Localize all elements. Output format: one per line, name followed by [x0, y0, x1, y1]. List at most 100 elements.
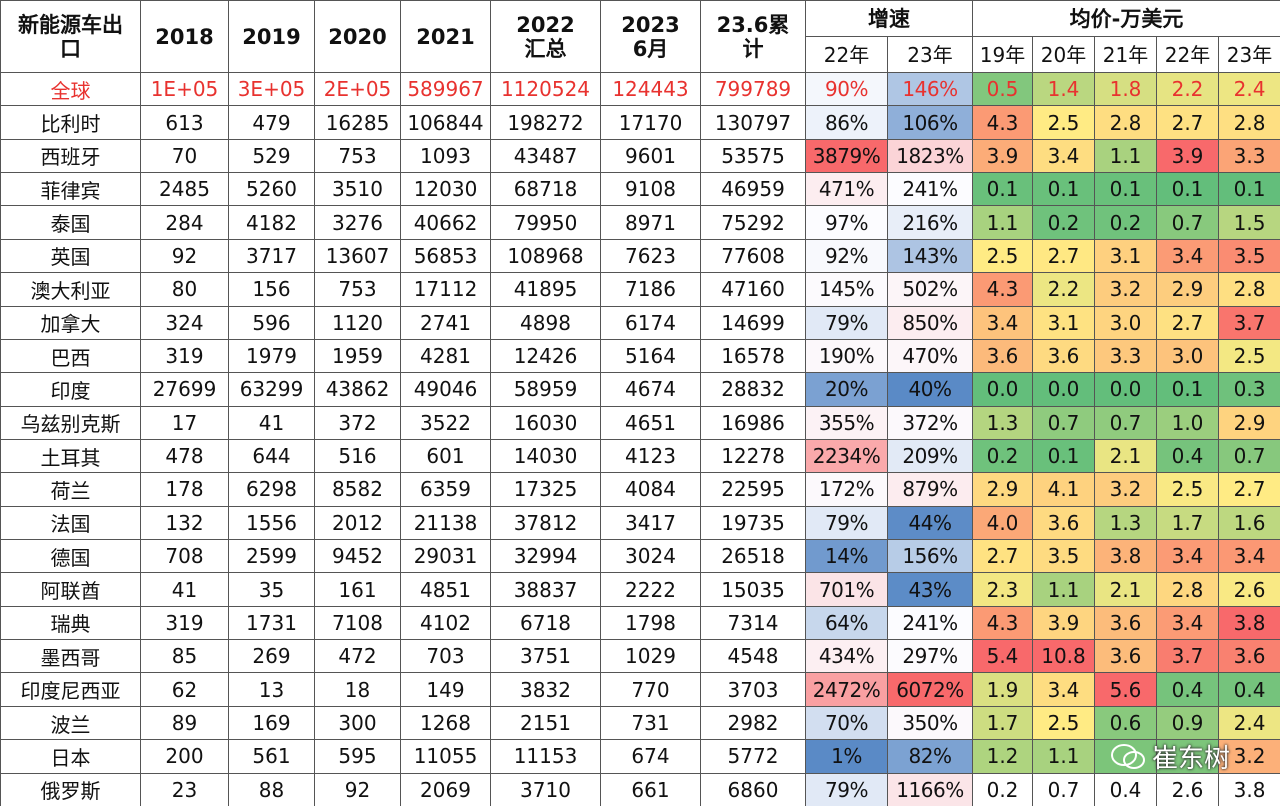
value-cell: 3703 — [700, 672, 806, 707]
subheader-cell: 23年 — [887, 36, 973, 73]
value-cell: 0.9 — [1156, 705, 1219, 741]
value-cell: 3879% — [805, 138, 888, 174]
value-cell: 1.1 — [1032, 739, 1095, 774]
value-cell: 4123 — [600, 438, 701, 474]
country-cell: 全球 — [0, 71, 141, 107]
wechat-icon — [1111, 743, 1145, 769]
value-cell: 1.7 — [972, 705, 1033, 741]
value-cell: 89 — [140, 705, 229, 741]
value-cell: 350% — [887, 705, 973, 741]
header-cell: 2019 — [228, 0, 315, 73]
value-cell: 2982 — [700, 705, 806, 741]
value-cell: 502% — [887, 272, 973, 307]
value-cell: 1.1 — [1094, 138, 1157, 174]
data-row: 英国 92 3717 13607 56853 108968 7623 77608 92% 143%… — [0, 238, 1280, 274]
subheader-cell: 20年 — [1032, 36, 1095, 73]
header-row: 22年 23年 19年 20年 21年 22年 23年 — [1, 36, 1280, 73]
value-cell: 2.8 — [1217, 272, 1280, 307]
country-cell: 印度 — [0, 372, 141, 407]
value-cell: 0.0 — [1094, 372, 1157, 407]
value-cell: 1959 — [314, 338, 401, 374]
value-cell: 209% — [887, 438, 973, 474]
value-cell: 3.0 — [1156, 338, 1219, 374]
value-cell: 0.4 — [1094, 772, 1157, 806]
header-text: 2022 汇总 — [516, 12, 575, 61]
value-cell: 106% — [887, 105, 973, 140]
value-cell: 1% — [805, 739, 888, 774]
value-cell: 3.8 — [1217, 772, 1280, 806]
value-cell: 6860 — [700, 772, 806, 806]
value-cell: 2.8 — [1217, 105, 1280, 140]
value-cell: 5260 — [228, 172, 315, 207]
value-cell: 169 — [228, 705, 315, 741]
header-cell: 23.6累计 — [700, 0, 806, 73]
country-cell: 加拿大 — [0, 305, 141, 340]
value-cell: 6174 — [600, 305, 701, 340]
value-cell: 3.8 — [1094, 539, 1157, 574]
header-text: 2021 — [416, 24, 475, 49]
value-cell: 3.6 — [1094, 605, 1157, 641]
header-text: 23.6累计 — [716, 12, 790, 61]
value-cell: 6072% — [887, 672, 973, 707]
value-cell: 479 — [228, 105, 315, 140]
data-row: 俄罗斯 23 88 92 2069 3710 661 6860 79% 1166% 0.2 0.7 0.… — [0, 772, 1280, 806]
country-cell: 比利时 — [0, 105, 141, 140]
value-cell: 85 — [140, 639, 229, 674]
value-cell: 6718 — [490, 605, 601, 641]
value-cell: 3276 — [314, 205, 401, 240]
value-cell: 23 — [140, 772, 229, 806]
value-cell: 13 — [228, 672, 315, 707]
value-cell: 3.2 — [1094, 272, 1157, 307]
data-row: 法国 132 1556 2012 21138 37812 3417 19735 79% 44% 4.… — [0, 505, 1280, 541]
value-cell: 27699 — [140, 372, 229, 407]
country-cell: 泰国 — [0, 205, 141, 240]
value-cell: 1E+05 — [140, 71, 229, 107]
value-cell: 11055 — [400, 739, 491, 774]
value-cell: 529 — [228, 138, 315, 174]
value-cell: 43% — [887, 572, 973, 607]
value-cell: 146% — [887, 71, 973, 107]
data-row: 瑞典 319 1731 7108 4102 6718 1798 7314 64% 241% 4.3 3… — [0, 605, 1280, 641]
value-cell: 1120 — [314, 305, 401, 340]
data-row: 西班牙 70 529 753 1093 43487 9601 53575 3879% 1823% 3… — [0, 138, 1280, 174]
value-cell: 3522 — [400, 405, 491, 440]
value-cell: 1.0 — [1156, 405, 1219, 440]
value-cell: 90% — [805, 71, 888, 107]
header-text: 2019 — [242, 24, 301, 49]
watermark-text: 崔东树 — [1152, 744, 1231, 774]
value-cell: 92 — [314, 772, 401, 806]
value-cell: 106844 — [400, 105, 491, 140]
value-cell: 3.3 — [1217, 138, 1280, 174]
value-cell: 172% — [805, 472, 888, 507]
header-cell: 增速 — [805, 0, 973, 37]
header-cell: 2023 6月 — [600, 0, 701, 73]
value-cell: 5772 — [700, 739, 806, 774]
value-cell: 190% — [805, 338, 888, 374]
value-cell: 7186 — [600, 272, 701, 307]
value-cell: 2151 — [490, 705, 601, 741]
value-cell: 17 — [140, 405, 229, 440]
data-row: 德国 708 2599 9452 29031 32994 3024 26518 14% 156% 2… — [0, 539, 1280, 574]
country-cell: 俄罗斯 — [0, 772, 141, 806]
value-cell: 3.1 — [1032, 305, 1095, 340]
value-cell: 70 — [140, 138, 229, 174]
value-cell: 3.6 — [1032, 505, 1095, 541]
value-cell: 38837 — [490, 572, 601, 607]
value-cell: 200 — [140, 739, 229, 774]
value-cell: 2.8 — [1094, 105, 1157, 140]
value-cell: 4.3 — [972, 605, 1033, 641]
value-cell: 9452 — [314, 539, 401, 574]
value-cell: 2.7 — [1156, 105, 1219, 140]
value-cell: 3.9 — [1156, 138, 1219, 174]
value-cell: 434% — [805, 639, 888, 674]
value-cell: 561 — [228, 739, 315, 774]
value-cell: 3.6 — [1032, 338, 1095, 374]
value-cell: 2.8 — [1156, 572, 1219, 607]
country-cell: 阿联酋 — [0, 572, 141, 607]
country-cell: 澳大利亚 — [0, 272, 141, 307]
table-body: 全球 1E+05 3E+05 2E+05 589967 1120524 124443 7997… — [0, 71, 1280, 806]
value-cell: 0.1 — [972, 172, 1033, 207]
country-cell: 西班牙 — [0, 138, 141, 174]
value-cell: 0.1 — [1156, 372, 1219, 407]
value-cell: 0.7 — [1032, 772, 1095, 806]
